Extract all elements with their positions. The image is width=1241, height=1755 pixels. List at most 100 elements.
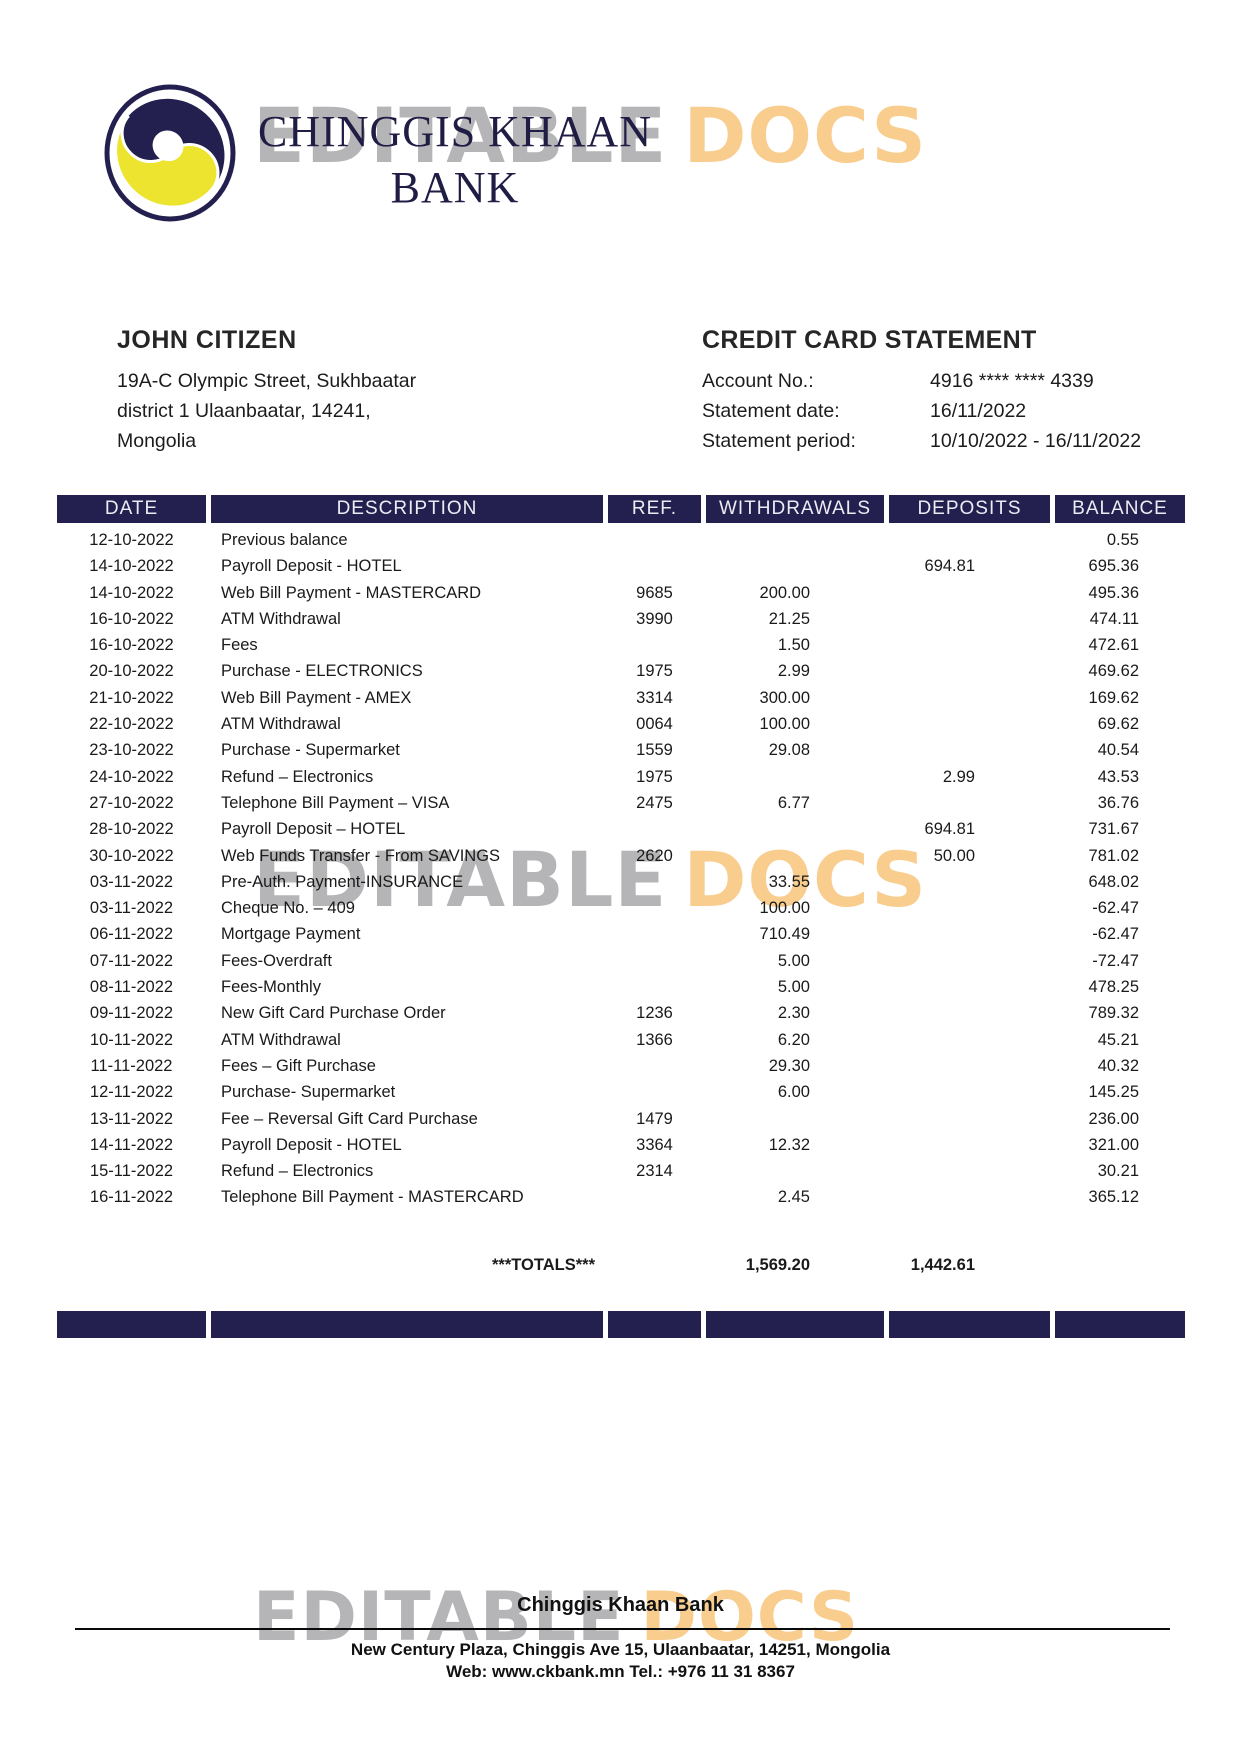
cell-date: 07-11-2022 [89,951,174,970]
cell-description: Cheque No. – 409 [221,899,355,918]
cell-ref [608,816,701,842]
table-row: 15-11-2022 Refund – Electronics 2314 30.21 [57,1158,1185,1184]
cell-ref: 3364 [636,1135,673,1154]
bottom-bar-segment [1055,1311,1185,1338]
table-row: 16-10-2022 ATM Withdrawal 3990 21.25 474.11 [57,606,1185,632]
cell-ref [608,948,701,974]
cell-deposit [889,1184,1050,1210]
statement-period-label: Statement period: [702,430,856,452]
watermark-word-editable: EDITABLE [253,1578,625,1657]
totals-spacer [1055,1252,1185,1278]
bottom-bar-segment [211,1311,603,1338]
cell-description: Fees – Gift Purchase [221,1056,376,1075]
cell-deposit [889,632,1050,658]
cell-withdrawal [706,553,884,579]
cell-ref [608,1079,701,1105]
cell-withdrawal: 200.00 [759,583,810,602]
cell-ref [608,921,701,947]
statement-period-value: 10/10/2022 - 16/11/2022 [930,430,1142,452]
cell-deposit: 2.99 [942,767,975,786]
cell-balance: 365.12 [1088,1188,1139,1207]
cell-description: Purchase- Supermarket [221,1083,396,1102]
cell-date: 16-11-2022 [89,1188,174,1207]
footer-divider [75,1628,1170,1630]
cell-ref [608,974,701,1000]
cell-date: 16-10-2022 [89,636,174,655]
bottom-bar-segment [608,1311,701,1338]
cell-balance: 474.11 [1089,609,1139,628]
statement-date-label: Statement date: [702,400,840,422]
cell-ref: 1366 [636,1030,673,1049]
customer-name: JOHN CITIZEN [117,326,297,354]
cell-ref [608,1053,701,1079]
cell-deposit [889,1079,1050,1105]
footer-bank-name: Chinggis Khaan Bank [517,1594,724,1616]
cell-description: Purchase - ELECTRONICS [221,662,423,681]
cell-balance: 169.62 [1088,688,1139,707]
cell-withdrawal: 33.55 [768,872,810,891]
table-row: 22-10-2022 ATM Withdrawal 0064 100.00 69.62 [57,711,1185,737]
cell-deposit [889,1000,1050,1026]
cell-deposit [889,580,1050,606]
cell-date: 22-10-2022 [89,715,174,734]
cell-balance: 236.00 [1088,1109,1139,1128]
totals-spacer [608,1252,701,1278]
bank-name-line1: CHINGGIS KHAAN [257,107,653,156]
cell-withdrawal: 100.00 [759,715,810,734]
cell-ref: 1975 [636,662,673,681]
cell-date: 14-10-2022 [89,557,174,576]
table-row: 16-10-2022 Fees 1.50 472.61 [57,632,1185,658]
cell-description: Refund – Electronics [221,767,374,786]
cell-deposit [889,737,1050,763]
table-row: 24-10-2022 Refund – Electronics 1975 2.99 43… [57,764,1185,790]
cell-ref [608,1184,701,1210]
table-row: 20-10-2022 Purchase - ELECTRONICS 1975 2.99… [57,658,1185,684]
totals-withdrawals: 1,569.20 [745,1256,810,1274]
cell-withdrawal: 29.08 [768,741,810,760]
column-header-balance: BALANCE [1055,495,1185,523]
cell-balance: 781.02 [1088,846,1139,865]
cell-date: 03-11-2022 [89,899,174,918]
cell-deposit: 50.00 [933,846,975,865]
table-row: 07-11-2022 Fees-Overdraft 5.00 -72.47 [57,948,1185,974]
cell-ref: 1236 [636,1004,673,1023]
cell-description: Payroll Deposit - HOTEL [221,1135,402,1154]
cell-date: 15-11-2022 [89,1162,174,1181]
watermark-middle: EDITABLE DOCS [253,842,927,918]
bank-logo-icon [103,84,237,227]
cell-ref: 1479 [636,1109,673,1128]
cell-balance: 0.55 [1106,531,1139,549]
cell-balance: 36.76 [1097,793,1139,812]
cell-balance: 695.36 [1088,557,1139,576]
totals-deposits: 1,442.61 [910,1256,975,1274]
cell-ref: 2620 [636,846,673,865]
cell-description: Fee – Reversal Gift Card Purchase [221,1109,478,1128]
cell-description: Telephone Bill Payment – VISA [221,793,450,812]
cell-withdrawal: 5.00 [777,978,810,997]
cell-withdrawal: 1.50 [777,636,810,655]
cell-deposit [889,1132,1050,1158]
cell-date: 14-10-2022 [89,583,174,602]
statement-title: CREDIT CARD STATEMENT [702,326,1037,354]
cell-date: 13-11-2022 [89,1109,174,1128]
cell-deposit [889,711,1050,737]
cell-deposit [889,948,1050,974]
cell-date: 30-10-2022 [89,846,174,865]
cell-deposit [889,869,1050,895]
table-row: 23-10-2022 Purchase - Supermarket 1559 29.0… [57,737,1185,763]
footer-address: New Century Plaza, Chinggis Ave 15, Ulaa… [350,1640,891,1659]
cell-withdrawal: 2.30 [777,1004,810,1023]
cell-date: 14-11-2022 [89,1135,174,1154]
cell-balance: 472.61 [1088,636,1139,655]
table-row: 06-11-2022 Mortgage Payment 710.49 -62.47 [57,921,1185,947]
cell-description: Fees-Overdraft [221,951,332,970]
cell-withdrawal: 6.77 [777,793,810,812]
cell-deposit [889,658,1050,684]
cell-date: 12-10-2022 [89,531,174,549]
bottom-bar-segment [57,1311,206,1338]
table-header: DATE DESCRIPTION REF. WITHDRAWALS DEPOSI… [57,495,1185,523]
cell-date: 16-10-2022 [89,609,174,628]
cell-withdrawal: 5.00 [777,951,810,970]
cell-deposit [889,895,1050,921]
cell-ref [608,527,701,553]
